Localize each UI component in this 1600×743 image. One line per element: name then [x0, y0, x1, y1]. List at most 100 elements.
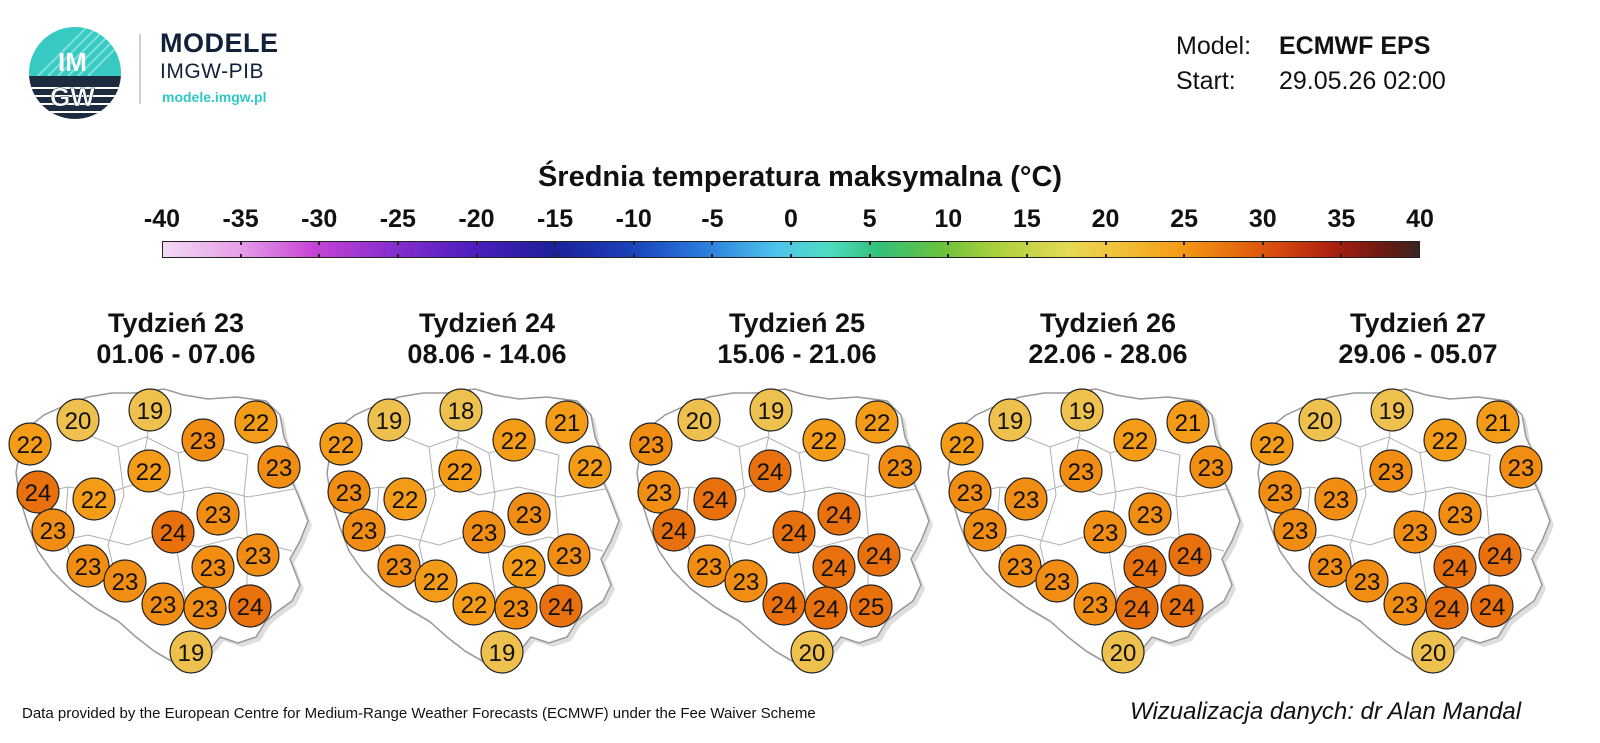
- temperature-circle: [878, 445, 922, 489]
- temperature-value: 20: [799, 640, 826, 667]
- week-number: Tydzień 24: [418, 308, 556, 338]
- temperature-marker: 23: [724, 559, 768, 603]
- temperature-marker: 23: [1438, 492, 1482, 536]
- temperature-value: 23: [192, 596, 219, 623]
- temperature-value: 23: [1402, 520, 1429, 547]
- temperature-marker: 22: [72, 477, 116, 521]
- temperature-marker: 23: [377, 544, 421, 588]
- temperature-circle: [857, 533, 901, 577]
- brand-title: MODELE: [160, 28, 279, 58]
- temperature-value: 23: [957, 480, 984, 507]
- temperature-circle: [507, 492, 551, 536]
- temperature-marker: 23: [1189, 445, 1233, 489]
- legend-tick-label: 5: [862, 205, 877, 233]
- temperature-marker: 24: [1168, 533, 1212, 577]
- temperature-circle: [629, 422, 673, 466]
- temperature-circle: [1476, 400, 1520, 444]
- colorbar-tick-mark: [1183, 241, 1186, 258]
- temperature-marker: 23: [494, 586, 538, 630]
- temperature-marker: 23: [236, 533, 280, 577]
- temperature-value: 23: [1508, 455, 1535, 482]
- temperature-value: 19: [489, 640, 516, 667]
- temperature-marker: 24: [151, 510, 195, 554]
- data-credit: Data provided by the European Centre for…: [22, 705, 816, 722]
- region-border: [864, 454, 870, 616]
- temperature-circle: [228, 584, 272, 628]
- temperature-circle: [790, 630, 834, 674]
- temperature-circle: [1083, 510, 1127, 554]
- temperature-value: 25: [858, 594, 885, 621]
- temperature-circle: [438, 449, 482, 493]
- temperature-marker: 23: [1073, 582, 1117, 626]
- brand-url[interactable]: modele.imgw.pl: [162, 89, 267, 105]
- temperature-circle: [103, 559, 147, 603]
- legend-tick-label: 10: [934, 205, 963, 233]
- colorbar-tick-mark: [475, 241, 478, 258]
- temperature-marker: 22: [940, 422, 984, 466]
- colorbar-tick-mark: [1261, 241, 1264, 258]
- temperature-value: 21: [1175, 410, 1202, 437]
- temperature-marker: 23: [66, 544, 110, 588]
- temperature-circle: [1425, 586, 1469, 630]
- temperature-circle: [804, 586, 848, 630]
- week-title: Tydzień 24 08.06 - 14.06: [327, 308, 647, 370]
- legend-tick-label: 30: [1248, 205, 1277, 233]
- temperature-circle: [1101, 630, 1145, 674]
- temperature-value: 19: [137, 398, 164, 425]
- temperature-value: 24: [160, 520, 187, 547]
- temperature-marker: 19: [988, 398, 1032, 442]
- temperature-circle: [72, 477, 116, 521]
- legend-title: Średnia temperatura maksymalna (°C): [537, 161, 1063, 193]
- temperature-value: 24: [781, 520, 808, 547]
- temperature-value: 22: [1122, 428, 1149, 455]
- legend-tick-label: 15: [1012, 205, 1041, 233]
- temperature-circle: [652, 508, 696, 552]
- legend-tick-label: 20: [1091, 205, 1120, 233]
- temperature-circle: [1314, 477, 1358, 521]
- colorbar-tick-mark: [318, 241, 321, 258]
- temperature-circle: [327, 470, 371, 514]
- temperature-marker: 24: [812, 545, 856, 589]
- temperature-circle: [66, 544, 110, 588]
- colorbar-tick-mark: [239, 241, 242, 258]
- temperature-marker: 19: [169, 630, 213, 674]
- poland-map: 23 20 19 22 22 24 23 23 24 24 24 24 23 23 24 24 24 24 25 20: [629, 388, 933, 674]
- temperature-marker: 23: [1308, 544, 1352, 588]
- colorbar-tick-mark: [1104, 241, 1107, 258]
- temperature-marker: 22: [8, 422, 52, 466]
- region-border: [1175, 454, 1181, 616]
- temperature-circle: [693, 477, 737, 521]
- temperature-marker: 23: [1314, 477, 1358, 521]
- temperature-marker: 23: [629, 422, 673, 466]
- temperature-marker: 24: [539, 584, 583, 628]
- temperature-circle: [151, 510, 195, 554]
- temperature-marker: 24: [1160, 584, 1204, 628]
- temperature-circle: [127, 449, 171, 493]
- temperature-value: 19: [758, 398, 785, 425]
- temperature-value: 24: [1177, 543, 1204, 570]
- temperature-circle: [1115, 586, 1159, 630]
- colorbar-tick-mark: [947, 241, 950, 258]
- temperature-circle: [677, 398, 721, 442]
- temperature-marker: 23: [183, 586, 227, 630]
- colorbar-tick-mark: [396, 241, 399, 258]
- temperature-value: 22: [243, 410, 270, 437]
- temperature-marker: 23: [462, 510, 506, 554]
- temperature-marker: 20: [1298, 398, 1342, 442]
- logo-text-top: IM: [58, 47, 87, 77]
- temperature-marker: 24: [748, 449, 792, 493]
- temperature-circle: [183, 586, 227, 630]
- temperature-circle: [998, 544, 1042, 588]
- temperature-circle: [319, 422, 363, 466]
- temperature-marker: 21: [1166, 400, 1210, 444]
- temperature-marker: 23: [1393, 510, 1437, 554]
- temperature-marker: 23: [637, 470, 681, 514]
- temperature-circle: [31, 508, 75, 552]
- temperature-value: 22: [447, 459, 474, 486]
- temperature-marker: 24: [1425, 586, 1469, 630]
- temperature-value: 21: [1485, 410, 1512, 437]
- temperature-value: 23: [75, 554, 102, 581]
- temperature-value: 18: [448, 398, 475, 425]
- temperature-marker: 22: [502, 545, 546, 589]
